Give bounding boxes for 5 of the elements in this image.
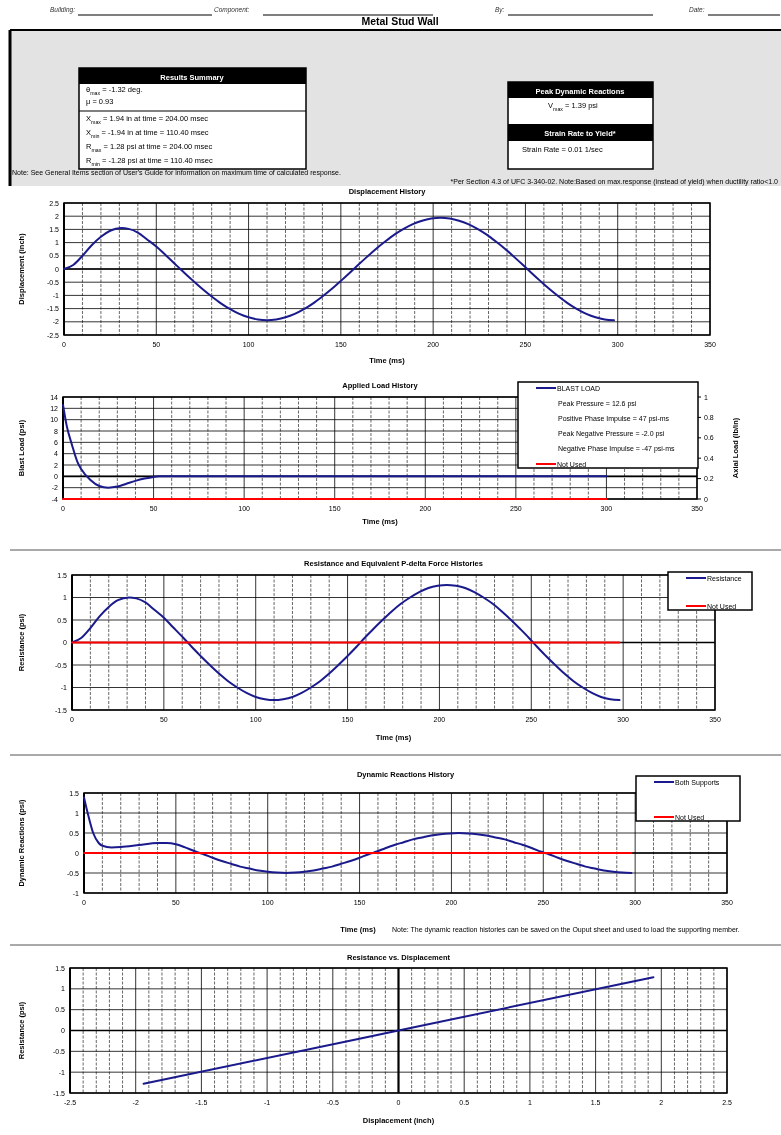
line-series — [83, 796, 633, 874]
line-series — [62, 403, 608, 489]
line-series — [63, 216, 616, 322]
line-series — [71, 583, 621, 702]
text: Metal Stud Wall — [361, 15, 439, 27]
